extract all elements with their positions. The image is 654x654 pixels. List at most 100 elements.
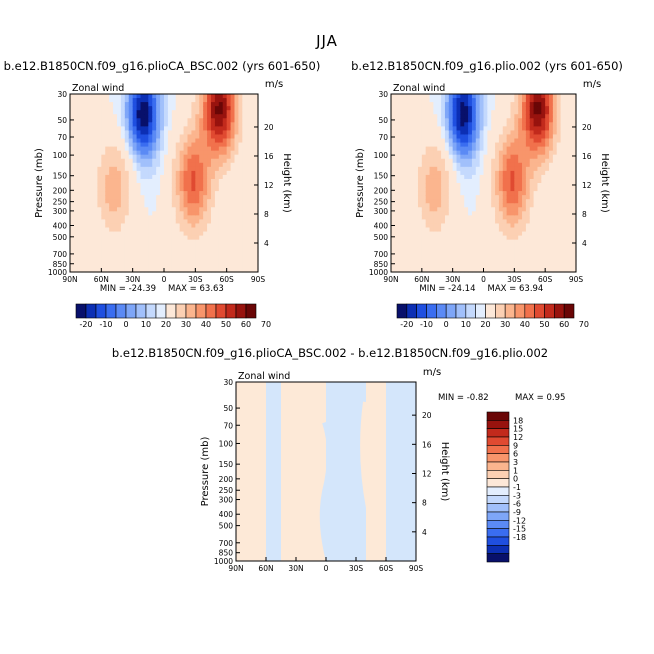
panel2-cell: [417, 259, 423, 265]
panel1-cell: [101, 106, 106, 111]
panel1-cell: [167, 243, 173, 249]
panel2-cell: [394, 142, 400, 148]
panel2-cell: [518, 191, 523, 196]
panel2-cell: [541, 154, 546, 160]
panel2-cell: [468, 94, 473, 99]
panel2-cell: [525, 138, 531, 144]
panel1-cell: [199, 227, 204, 233]
panel2-cell: [510, 239, 515, 245]
panel2-cell: [402, 118, 408, 123]
panel1-cell: [254, 203, 259, 208]
panel1-cell: [109, 122, 114, 127]
panel2-cell: [541, 267, 546, 273]
panel1-cell: [179, 207, 185, 212]
panel2-cell: [406, 170, 411, 176]
panel1-cell: [199, 142, 204, 148]
panel1-cell: [85, 162, 91, 168]
panel2-cell: [429, 118, 434, 123]
panel2-cell: [391, 154, 396, 160]
panel2-cell: [464, 94, 469, 99]
panel1-cell: [136, 174, 142, 180]
panel1-cell: [152, 98, 157, 103]
panel1-y2tick-label: 8: [264, 210, 269, 219]
panel1-cell: [250, 138, 255, 144]
panel2-cell: [487, 122, 492, 127]
panel1-cell: [238, 166, 243, 172]
panel1-cell: [246, 118, 251, 123]
panel2-cell: [529, 158, 535, 164]
panel1-cell: [97, 191, 102, 196]
panel1-cell: [230, 227, 236, 233]
panel2-cell: [429, 126, 434, 132]
panel1-cell: [101, 243, 106, 249]
panel1-cell: [246, 174, 251, 180]
panel2-cell: [545, 259, 550, 265]
panel1-cell: [207, 263, 212, 269]
panel1-cell: [156, 255, 161, 261]
panel2-cell: [410, 130, 415, 136]
panel1-cell: [124, 134, 130, 140]
panel2-cell: [522, 199, 527, 204]
panel1-cell: [148, 102, 153, 107]
panel1-cell: [117, 247, 122, 253]
panel2-cell: [464, 239, 469, 245]
panel1-cell: [97, 183, 102, 188]
panel2-cell: [429, 255, 434, 261]
panel1-cell: [222, 215, 228, 221]
panel2-cell: [502, 106, 508, 111]
panel2-cell: [541, 174, 546, 180]
panel2-cell: [414, 102, 419, 107]
panel1-cell: [218, 122, 224, 127]
panel2-cell: [475, 106, 481, 111]
panel1-cell: [152, 267, 157, 273]
panel2-cell: [487, 203, 492, 208]
panel2-cell: [506, 138, 512, 144]
panel1-cell: [164, 223, 169, 229]
panel1-cell: [179, 251, 185, 257]
panel1-cell: [105, 142, 110, 148]
panel2-cell: [537, 138, 542, 144]
panel2-colorbar-box: [485, 303, 496, 319]
panel3-colorbar-box: [486, 411, 510, 421]
panel1-cell: [120, 211, 126, 216]
panel1-cell: [175, 178, 181, 184]
panel1-cell: [171, 211, 177, 216]
panel1-cell: [73, 178, 79, 184]
panel2-cell: [533, 114, 539, 119]
panel1-cell: [140, 187, 146, 192]
panel2-cell: [529, 263, 535, 269]
panel1-cell: [211, 126, 216, 132]
panel1-cell: [73, 146, 79, 152]
panel1-cell: [70, 154, 75, 160]
panel2-cell: [394, 199, 400, 204]
panel1-cell: [211, 166, 216, 172]
panel1-cell: [238, 195, 243, 200]
panel2-cell: [502, 239, 508, 245]
panel2-ylabel: Pressure (mb): [355, 148, 366, 218]
panel2-cell: [552, 183, 558, 188]
panel1-cell: [124, 231, 130, 237]
panel2-cell: [560, 187, 566, 192]
panel3-colorbar-label: -15: [513, 525, 526, 534]
panel1-cell: [128, 130, 134, 136]
panel2-cell: [498, 98, 504, 103]
panel2-cell: [522, 126, 527, 132]
panel2-cell: [487, 154, 492, 160]
panel2-cell: [556, 203, 562, 208]
panel2-cell: [448, 251, 454, 257]
panel2-cell: [525, 98, 531, 103]
panel2-cell: [414, 183, 419, 188]
panel1-cell: [230, 267, 236, 273]
panel3-units: m/s: [423, 367, 441, 378]
panel1-cell: [203, 255, 208, 261]
panel2-cell: [437, 183, 442, 188]
panel2-cell: [487, 118, 492, 123]
panel2-cell: [406, 138, 411, 144]
panel2-cell: [479, 110, 485, 115]
panel2-cell: [518, 215, 523, 221]
panel2-cell: [545, 178, 550, 184]
panel1-cell: [214, 102, 220, 107]
panel1-cell: [132, 102, 138, 107]
panel2-cell: [460, 231, 465, 237]
panel1-cell: [234, 251, 240, 257]
